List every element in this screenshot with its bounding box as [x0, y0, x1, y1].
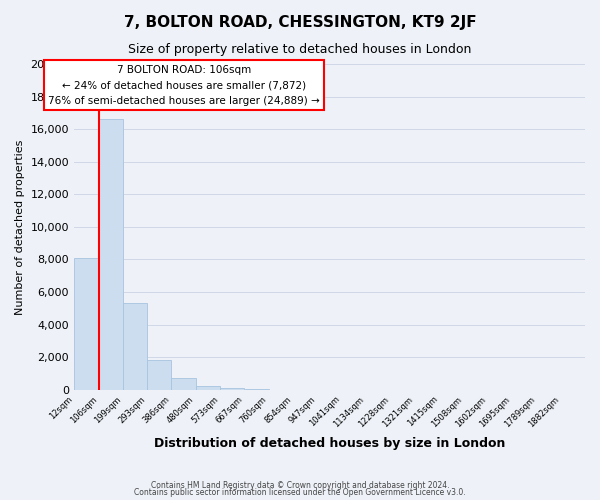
Bar: [245, 389, 269, 390]
Text: Contains HM Land Registry data © Crown copyright and database right 2024.: Contains HM Land Registry data © Crown c…: [151, 480, 449, 490]
Y-axis label: Number of detached properties: Number of detached properties: [15, 139, 25, 314]
Bar: [147, 360, 172, 390]
Bar: [220, 388, 244, 390]
X-axis label: Distribution of detached houses by size in London: Distribution of detached houses by size …: [154, 437, 505, 450]
Text: Size of property relative to detached houses in London: Size of property relative to detached ho…: [128, 42, 472, 56]
Text: Contains public sector information licensed under the Open Government Licence v3: Contains public sector information licen…: [134, 488, 466, 497]
Bar: [172, 378, 196, 390]
Text: 7 BOLTON ROAD: 106sqm
← 24% of detached houses are smaller (7,872)
76% of semi-d: 7 BOLTON ROAD: 106sqm ← 24% of detached …: [48, 64, 320, 106]
Bar: [74, 258, 98, 390]
Bar: [196, 386, 220, 390]
Bar: [98, 120, 123, 390]
Text: 7, BOLTON ROAD, CHESSINGTON, KT9 2JF: 7, BOLTON ROAD, CHESSINGTON, KT9 2JF: [124, 15, 476, 30]
Bar: [123, 304, 147, 390]
